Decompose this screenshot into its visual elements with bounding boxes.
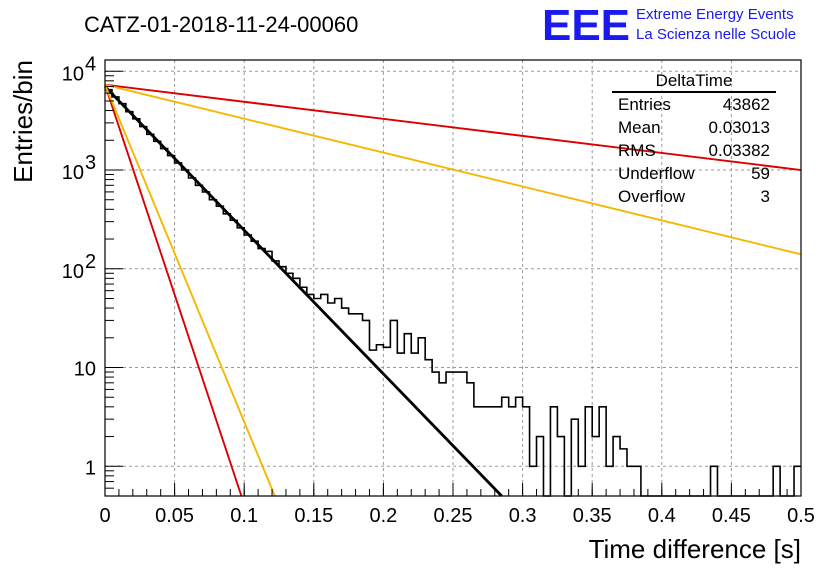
x-tick-label: 0.25 [434, 505, 473, 527]
x-tick-label: 0.35 [573, 505, 612, 527]
eee-logo: EEE Extreme Energy Events La Scienza nel… [542, 1, 796, 50]
stats-row-value: 43862 [723, 95, 770, 114]
stats-row: Overflow 3 [618, 187, 770, 206]
x-tick-label: 0.05 [155, 505, 194, 527]
x-tick-label: 0.5 [787, 505, 815, 527]
x-tick-label: 0.1 [230, 505, 258, 527]
plot-content [103, 83, 802, 497]
y-tick-base: 10 [62, 63, 84, 85]
stats-row-value: 0.03382 [709, 141, 770, 160]
stats-row: RMS 0.03382 [618, 141, 770, 160]
y-tick-label: 10 4 [62, 53, 96, 85]
x-tick-label: 0.3 [509, 505, 537, 527]
fit-curve-3 [104, 83, 802, 256]
stats-row: Underflow 59 [618, 164, 770, 183]
stats-row-label: Underflow [618, 164, 695, 183]
fit-curve-4 [104, 84, 243, 497]
stats-row-label: RMS [618, 141, 656, 160]
fit-curve-1 [103, 85, 503, 497]
x-axis-label: Time difference [s] [589, 534, 801, 564]
fit-curve-5 [104, 84, 276, 497]
chart-title: CATZ-01-2018-11-24-00060 [84, 12, 358, 37]
stats-rows: Entries 43862 Mean 0.03013 RMS 0.03382 Underfl… [618, 95, 770, 206]
y-tick-exponent: 4 [85, 53, 96, 75]
x-tick-label: 0.45 [712, 505, 751, 527]
logo-line2: La Scienza nelle Scuole [636, 26, 796, 43]
y-tick-base: 1 [85, 457, 96, 479]
x-tick-label: 0.2 [369, 505, 397, 527]
y-tick-label: 10 3 [62, 152, 96, 184]
y-tick-base: 10 [62, 162, 84, 184]
axis-ticks [104, 70, 802, 497]
stats-row-label: Entries [618, 95, 671, 114]
stats-box-name: DeltaTime [656, 71, 733, 90]
stats-row: Entries 43862 [618, 95, 770, 114]
x-tick-label: 0.15 [294, 505, 333, 527]
y-tick-label: 10 [74, 359, 96, 381]
stats-row: Mean 0.03013 [618, 118, 770, 137]
stats-row-label: Overflow [618, 187, 686, 206]
x-tick-label: 0 [99, 505, 110, 527]
y-tick-exponent: 2 [85, 251, 96, 273]
y-axis-label: Entries/bin [8, 60, 38, 183]
x-tick-label: 0.4 [648, 505, 676, 527]
stats-row-label: Mean [618, 118, 661, 137]
logo-mark: EEE [542, 1, 630, 50]
y-tick-base: 10 [62, 261, 84, 283]
stats-row-value: 0.03013 [709, 118, 770, 137]
y-tick-base: 10 [74, 359, 96, 381]
y-tick-exponent: 3 [85, 152, 96, 174]
logo-line1: Extreme Energy Events [636, 6, 794, 23]
fit-curve-2 [104, 83, 802, 171]
stats-row-value: 3 [761, 187, 770, 206]
stats-row-value: 59 [751, 164, 770, 183]
stats-box: DeltaTime Entries 43862 Mean 0.03013 RMS 0.03… [612, 71, 776, 206]
y-tick-label: 1 [85, 457, 96, 479]
y-tick-label: 10 2 [62, 251, 96, 283]
x-tick-labels: 0 0.05 0.1 0.15 0.2 0.25 0.3 0.35 0.4 0.45 0.5 [99, 505, 814, 527]
